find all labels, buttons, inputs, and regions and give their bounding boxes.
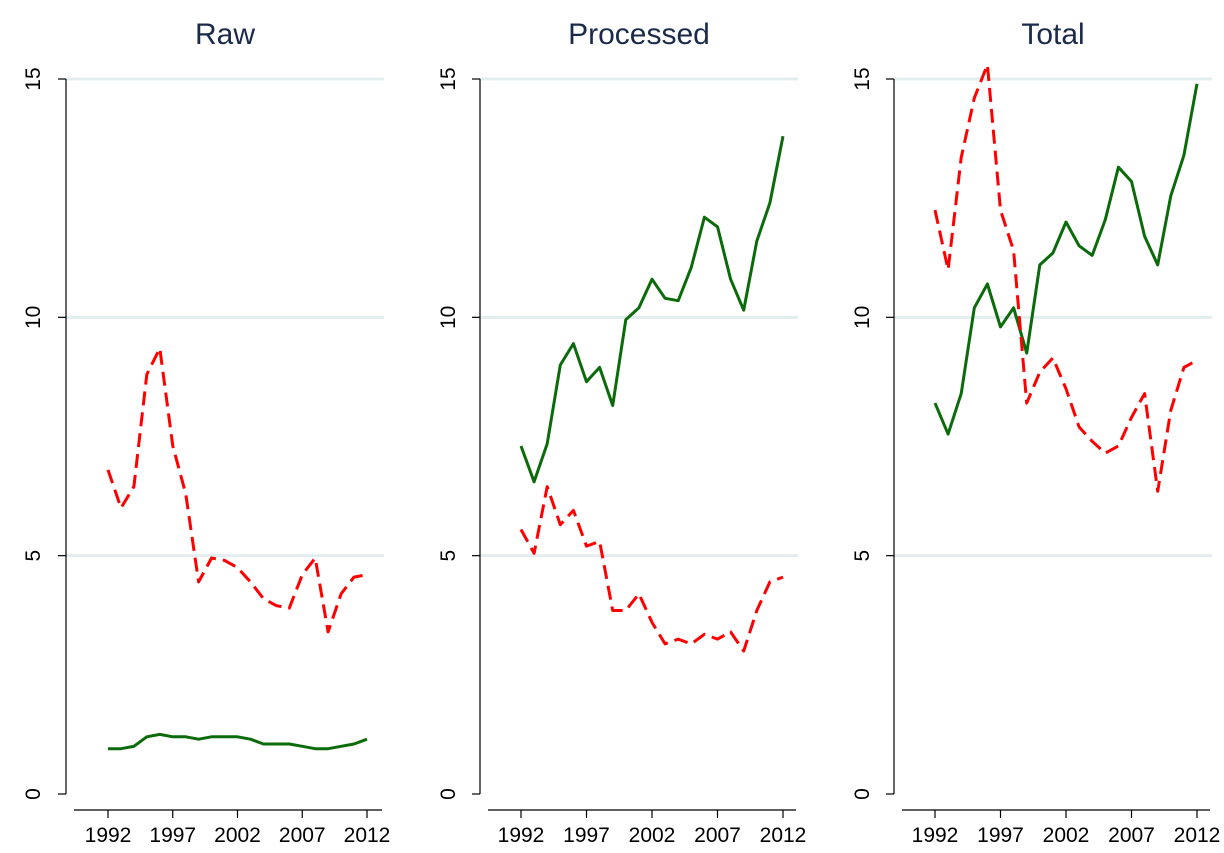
panel-title: Processed [568, 18, 710, 51]
y-tick-label: 0 [437, 788, 460, 800]
y-tick-label: 0 [22, 788, 45, 800]
solid-series-line [519, 135, 785, 484]
x-tick-label: 2007 [1108, 824, 1155, 847]
x-tick-label: 2007 [694, 824, 741, 847]
x-tick-label: 2002 [629, 824, 676, 847]
solid-series-line [933, 83, 1199, 436]
panel-title: Total [1021, 18, 1084, 51]
x-tick-label: 2002 [1043, 824, 1090, 847]
solid-series-line [108, 732, 368, 751]
x-tick-label: 2012 [344, 824, 391, 847]
panel-title: Raw [195, 18, 255, 51]
panel-raw: Raw 0 5 10 15 1992 1997 2002 2007 2012 [22, 18, 390, 847]
dashed-series-line [933, 63, 1198, 493]
x-tick-label: 1997 [977, 824, 1024, 847]
y-tick-label: 10 [851, 306, 874, 329]
x-tick-label: 1997 [563, 824, 610, 847]
y-tick-label: 15 [22, 67, 45, 90]
x-tick-label: 1997 [149, 824, 196, 847]
x-tick-label: 1992 [498, 824, 545, 847]
x-tick-label: 2012 [760, 824, 807, 847]
x-tick-label: 2002 [214, 824, 261, 847]
y-tick-label: 5 [22, 550, 45, 562]
y-tick-label: 10 [437, 306, 460, 329]
y-tick-label: 15 [437, 67, 460, 90]
y-tick-label: 5 [851, 550, 874, 562]
x-tick-label: 2012 [1174, 824, 1221, 847]
x-tick-label: 1992 [85, 824, 132, 847]
y-tick-label: 15 [851, 67, 874, 90]
y-tick-label: 5 [437, 550, 460, 562]
panel-processed: Processed 0 5 10 15 1992 1997 2002 2007 2012 [437, 18, 806, 847]
dashed-series-line [106, 346, 368, 634]
y-tick-label: 10 [22, 306, 45, 329]
x-tick-label: 2007 [279, 824, 326, 847]
dashed-series-line [519, 485, 784, 653]
panel-total: Total 0 5 10 15 1992 1997 2002 2007 2012 [851, 18, 1220, 847]
y-tick-label: 0 [851, 788, 874, 800]
x-tick-label: 1992 [912, 824, 959, 847]
